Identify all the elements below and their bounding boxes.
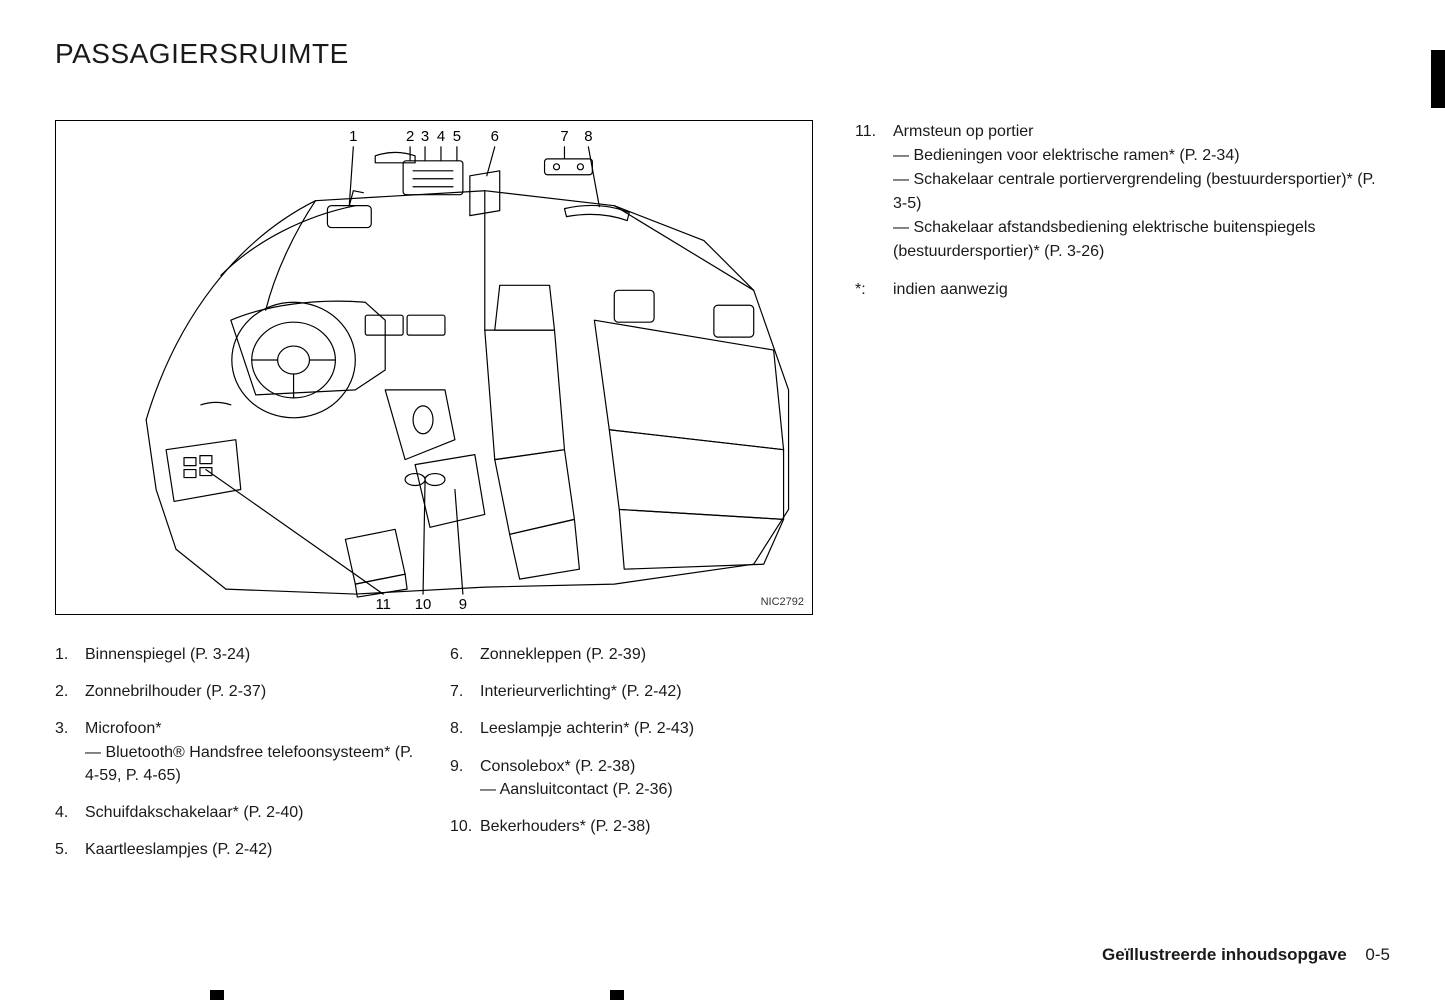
legend-number: 5. (55, 838, 85, 861)
legend-subtext: — Aansluitcontact (P. 2-36) (480, 778, 815, 801)
legend-text: Binnenspiegel (P. 3-24) (85, 643, 420, 666)
right-column: 11.Armsteun op portier— Bedieningen voor… (855, 120, 1390, 875)
legend-item: 6.Zonnekleppen (P. 2-39) (450, 643, 815, 666)
footer-label: Geïllustreerde inhoudsopgave (1102, 945, 1347, 964)
legend-number: 6. (450, 643, 480, 666)
asterisk-text: indien aanwezig (893, 278, 1008, 302)
legend-text: Consolebox* (P. 2-38)— Aansluitcontact (… (480, 755, 815, 801)
legend-text: Bekerhouders* (P. 2-38) (480, 815, 815, 838)
callout-number: 10 (415, 596, 432, 613)
legend-number: 9. (450, 755, 480, 801)
legend-subtext: — Schakelaar centrale portiervergrendeli… (893, 168, 1390, 216)
legend-number: 7. (450, 680, 480, 703)
legend-subtext: — Bluetooth® Handsfree telefoonsysteem* … (85, 741, 420, 787)
footer-page: 0-5 (1365, 945, 1390, 964)
figure-id: NIC2792 (761, 596, 804, 608)
legend-text: Interieurverlichting* (P. 2-42) (480, 680, 815, 703)
callout-number: 2 (406, 128, 414, 145)
legend-item: 5.Kaartleeslampjes (P. 2-42) (55, 838, 420, 861)
callout-number: 3 (421, 128, 429, 145)
legend-subtext: — Bedieningen voor elektrische ramen* (P… (893, 144, 1390, 168)
page-title: PASSAGIERSRUIMTE (55, 38, 1390, 70)
legend-item: 2.Zonnebrilhouder (P. 2-37) (55, 680, 420, 703)
legend-item: 10.Bekerhouders* (P. 2-38) (450, 815, 815, 838)
legend-number: 8. (450, 717, 480, 740)
asterisk-label: *: (855, 278, 893, 302)
interior-diagram: 1 2345 6 78 11 10 9 NIC2792 (55, 120, 813, 615)
legend-text: Schuifdakschakelaar* (P. 2-40) (85, 801, 420, 824)
legend-columns: 1.Binnenspiegel (P. 3-24)2.Zonnebrilhoud… (55, 643, 815, 875)
legend-text: Microfoon*— Bluetooth® Handsfree telefoo… (85, 717, 420, 787)
legend-number: 10. (450, 815, 480, 838)
legend-text: Kaartleeslampjes (P. 2-42) (85, 838, 420, 861)
legend-text: Leeslampje achterin* (P. 2-43) (480, 717, 815, 740)
legend-text: Zonnebrilhouder (P. 2-37) (85, 680, 420, 703)
legend-text: Armsteun op portier— Bedieningen voor el… (893, 120, 1390, 264)
interior-svg: 1 2345 6 78 11 10 9 (56, 121, 812, 614)
callout-number: 11 (375, 596, 391, 613)
legend-item: 1.Binnenspiegel (P. 3-24) (55, 643, 420, 666)
legend-col-2: 6.Zonnekleppen (P. 2-39)7.Interieurverli… (450, 643, 815, 875)
callout-number: 1 (349, 128, 357, 145)
callout-number: 9 (459, 596, 467, 613)
legend-item: 8.Leeslampje achterin* (P. 2-43) (450, 717, 815, 740)
legend-item: 7.Interieurverlichting* (P. 2-42) (450, 680, 815, 703)
callout-number: 8 (584, 128, 592, 145)
callout-number: 7 (560, 128, 568, 145)
legend-col-1: 1.Binnenspiegel (P. 3-24)2.Zonnebrilhoud… (55, 643, 420, 875)
legend-number: 11. (855, 120, 893, 264)
callout-number: 4 (437, 128, 445, 145)
legend-number: 3. (55, 717, 85, 787)
asterisk-note: *: indien aanwezig (855, 278, 1390, 302)
section-tab (1431, 50, 1445, 108)
callout-number: 6 (491, 128, 499, 145)
legend-text: Zonnekleppen (P. 2-39) (480, 643, 815, 666)
legend-number: 4. (55, 801, 85, 824)
callout-number: 5 (453, 128, 461, 145)
legend-item: 11.Armsteun op portier— Bedieningen voor… (855, 120, 1390, 264)
legend-number: 1. (55, 643, 85, 666)
crop-mark (610, 990, 624, 1000)
legend-item: 9.Consolebox* (P. 2-38)— Aansluitcontact… (450, 755, 815, 801)
legend-subtext: — Schakelaar afstandsbediening elektrisc… (893, 216, 1390, 264)
crop-mark (210, 990, 224, 1000)
left-column: 1 2345 6 78 11 10 9 NIC2792 1.Binnenspiegel (… (55, 120, 815, 875)
legend-item: 4.Schuifdakschakelaar* (P. 2-40) (55, 801, 420, 824)
legend-number: 2. (55, 680, 85, 703)
page-footer: Geïllustreerde inhoudsopgave 0-5 (1102, 945, 1390, 965)
content-row: 1 2345 6 78 11 10 9 NIC2792 1.Binnenspiegel (… (55, 120, 1390, 875)
legend-item: 3.Microfoon*— Bluetooth® Handsfree telef… (55, 717, 420, 787)
